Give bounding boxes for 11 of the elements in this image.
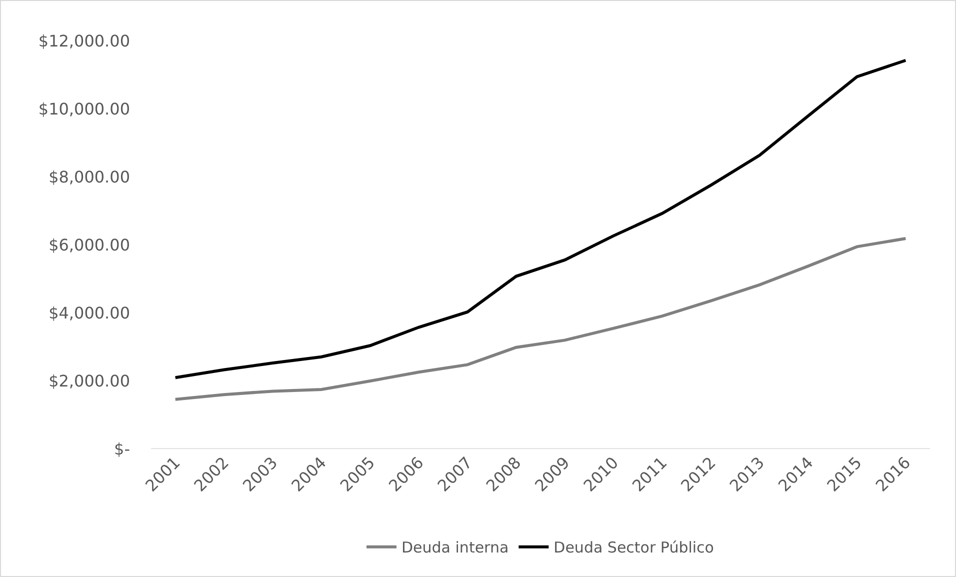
- y-tick-label: $6,000.00: [48, 236, 130, 255]
- y-tick-label: $4,000.00: [48, 304, 130, 323]
- y-tick-label: $8,000.00: [48, 168, 130, 187]
- legend-label: Deuda interna: [402, 538, 509, 557]
- y-tick-label: $2,000.00: [48, 372, 130, 391]
- y-tick-label: $-: [114, 440, 130, 459]
- y-tick-label: $10,000.00: [38, 100, 130, 119]
- y-tick-label: $12,000.00: [38, 32, 130, 51]
- legend-label: Deuda Sector Público: [554, 538, 714, 557]
- line-series: [174, 237, 908, 401]
- line-series: [174, 58, 908, 380]
